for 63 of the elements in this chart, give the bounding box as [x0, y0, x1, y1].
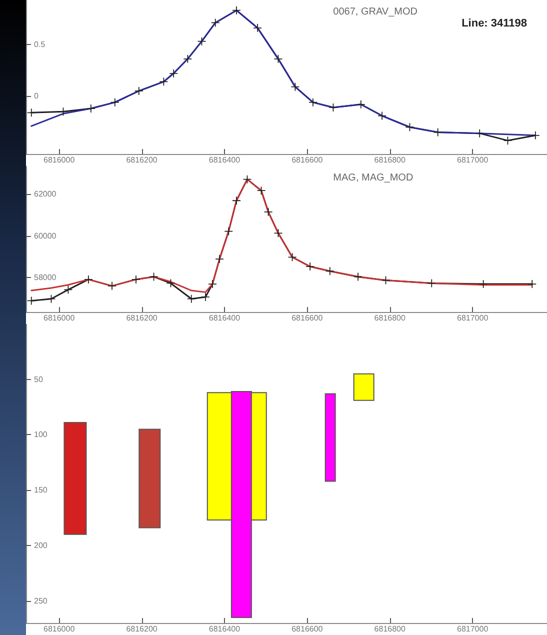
point: [187, 294, 196, 303]
y-tick-label: 100: [34, 430, 48, 440]
point: [201, 292, 210, 301]
point: [86, 104, 95, 113]
y-tick-label: 60000: [34, 231, 57, 240]
y-tick-label: 0.5: [34, 40, 46, 49]
point: [108, 282, 116, 290]
x-tick-label: 6816000: [44, 156, 76, 164]
point: [27, 108, 36, 117]
bar: [353, 373, 374, 401]
point: [254, 24, 262, 32]
x-tick-label: 6816400: [208, 156, 241, 164]
point: [160, 78, 168, 86]
point: [134, 86, 143, 95]
y-tick-label: 0: [34, 92, 39, 101]
x-tick-label: 6816000: [44, 314, 76, 322]
x-tick-label: 6816800: [374, 624, 406, 634]
point: [528, 280, 536, 288]
x-tick-label: 6816800: [374, 314, 406, 322]
y-tick-label: 50: [34, 374, 44, 384]
y-tick-label: 200: [34, 540, 48, 550]
x-tick-label: 6816600: [292, 314, 324, 322]
point: [326, 267, 334, 276]
x-tick-label: 6817000: [456, 624, 489, 634]
point: [64, 286, 72, 294]
x-tick-label: 6816200: [126, 156, 158, 164]
x-tick-label: 6817000: [456, 156, 489, 164]
y-tick-label: 58000: [34, 273, 57, 282]
point: [264, 208, 272, 216]
x-tick-label: 6816200: [126, 314, 158, 322]
bar: [64, 422, 87, 535]
point: [291, 82, 300, 91]
point: [184, 54, 192, 63]
point: [308, 98, 317, 106]
text: 0067, GRAV_MOD: [333, 6, 418, 18]
point: [232, 196, 240, 205]
point: [531, 131, 540, 140]
y-tick-label: 150: [34, 486, 48, 495]
bar: [138, 428, 161, 528]
x-tick-label: 6816400: [208, 624, 241, 634]
x-tick-label: 6816600: [292, 624, 324, 634]
y-tick-label: 250: [34, 596, 48, 606]
point: [132, 275, 140, 284]
x-tick-label: 6817000: [456, 314, 489, 322]
x-tick-label: 6816800: [374, 156, 406, 164]
point: [84, 275, 92, 284]
point: [110, 98, 119, 106]
text: MAG, MAG_MOD: [333, 172, 414, 184]
x-tick-label: 6816600: [292, 156, 324, 164]
y-tick-label: 62000: [34, 190, 57, 199]
point: [170, 69, 178, 78]
point: [479, 280, 488, 288]
annotation: Line: 341198: [462, 18, 528, 30]
bar: [324, 393, 336, 482]
x-tick-label: 6816200: [126, 624, 158, 634]
point: [232, 6, 240, 14]
x-tick-label: 6816000: [44, 624, 76, 634]
point: [356, 100, 365, 108]
point: [306, 262, 314, 271]
point: [208, 280, 216, 288]
x-tick-label: 6816400: [208, 314, 241, 322]
point: [216, 255, 224, 264]
point: [476, 129, 484, 138]
